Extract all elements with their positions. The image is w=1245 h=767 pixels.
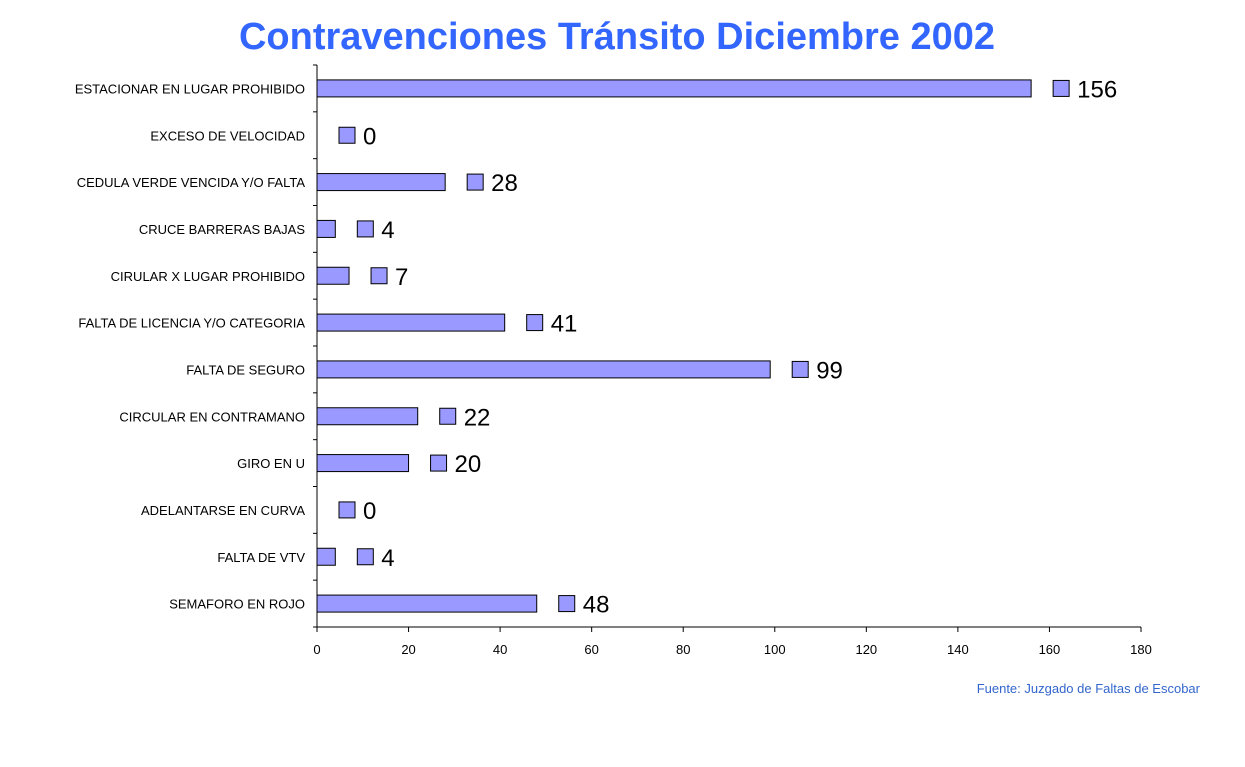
data-label-key [356, 220, 374, 238]
data-label: 4 [381, 217, 394, 244]
data-label-key [356, 548, 374, 566]
data-label: 41 [551, 311, 578, 338]
x-tick-label: 180 [1130, 642, 1152, 657]
data-label-key [430, 454, 448, 472]
data-label: 0 [363, 123, 376, 150]
data-label: 4 [381, 545, 394, 572]
bar [316, 313, 506, 332]
x-tick-label: 60 [584, 642, 598, 657]
x-tick-label: 120 [855, 642, 877, 657]
category-label: CIRCULAR EN CONTRAMANO [119, 409, 305, 424]
bar [316, 219, 336, 238]
data-label: 0 [363, 498, 376, 525]
data-label: 48 [583, 592, 610, 619]
data-label: 99 [816, 357, 843, 384]
bar [316, 594, 538, 613]
x-tick-label: 160 [1039, 642, 1061, 657]
data-label: 20 [455, 451, 482, 478]
data-label-key [526, 314, 544, 332]
x-tick-label: 0 [313, 642, 320, 657]
bar [316, 266, 350, 285]
category-label: EXCESO DE VELOCIDAD [150, 128, 305, 143]
x-tick-label: 140 [947, 642, 969, 657]
bar [316, 173, 446, 192]
category-label: CIRULAR X LUGAR PROHIBIDO [111, 269, 305, 284]
bar [316, 79, 1032, 98]
data-label: 22 [464, 404, 491, 431]
category-label: GIRO EN U [237, 456, 305, 471]
category-label: ESTACIONAR EN LUGAR PROHIBIDO [75, 81, 305, 96]
source-note: Fuente: Juzgado de Faltas de Escobar [976, 681, 1200, 696]
bar [316, 407, 419, 426]
category-label: SEMAFORO EN ROJO [169, 597, 305, 612]
bar [316, 360, 771, 379]
x-tick-label: 40 [493, 642, 507, 657]
bar [316, 547, 336, 566]
data-label-key [1052, 79, 1070, 97]
category-label: FALTA DE SEGURO [186, 362, 305, 377]
category-label: CRUCE BARRERAS BAJAS [139, 222, 305, 237]
category-label: FALTA DE VTV [217, 550, 305, 565]
x-tick-label: 20 [401, 642, 415, 657]
bar [316, 454, 410, 473]
data-label-key [370, 267, 388, 285]
data-label: 156 [1077, 76, 1117, 103]
data-label-key [338, 126, 356, 144]
data-label-key [791, 360, 809, 378]
x-tick-label: 100 [764, 642, 786, 657]
category-label: ADELANTARSE EN CURVA [141, 503, 305, 518]
data-label-key [558, 595, 576, 613]
chart-title: Contravenciones Tránsito Diciembre 2002 [238, 16, 996, 58]
category-label: CEDULA VERDE VENCIDA Y/O FALTA [77, 175, 306, 190]
data-label: 7 [395, 264, 408, 291]
data-label-key [466, 173, 484, 191]
data-label: 28 [491, 170, 518, 197]
x-tick-label: 80 [676, 642, 690, 657]
data-label-key [439, 407, 457, 425]
category-label: FALTA DE LICENCIA Y/O CATEGORIA [78, 316, 305, 331]
data-label-key [338, 501, 356, 519]
